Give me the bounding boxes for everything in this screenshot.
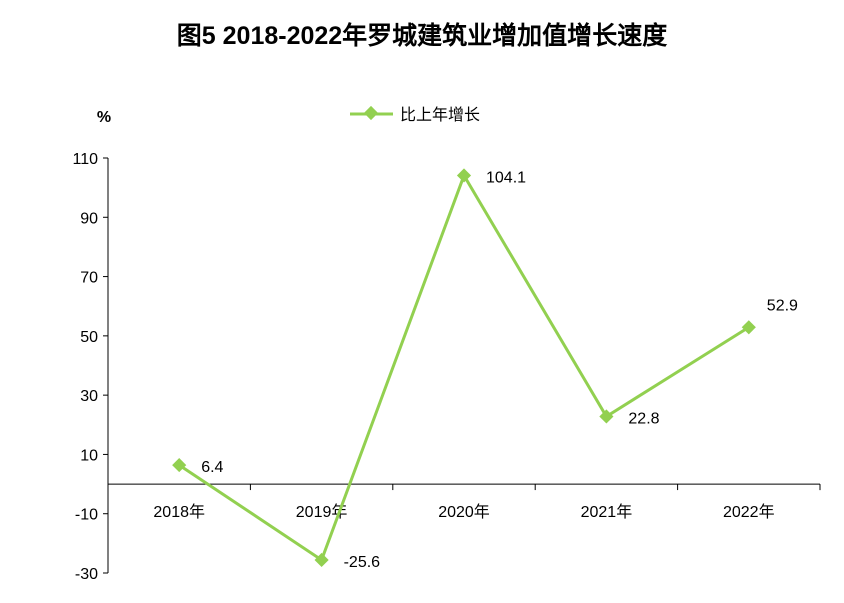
data-label: 22.8 <box>628 410 659 427</box>
x-tick-label: 2018年 <box>153 503 205 521</box>
legend: 比上年增长 <box>350 105 480 124</box>
data-label: 52.9 <box>767 297 798 314</box>
data-label: 104.1 <box>486 169 526 186</box>
y-tick-label: -10 <box>75 507 98 524</box>
chart-title: 图5 2018-2022年罗城建筑业增加值增长速度 <box>177 21 667 50</box>
legend-label: 比上年增长 <box>400 106 480 124</box>
data-point <box>172 458 187 473</box>
y-tick-label: 30 <box>80 388 98 405</box>
legend-marker <box>363 105 379 121</box>
y-axis-label: % <box>97 109 111 126</box>
x-tick-label: 2022年 <box>723 503 775 521</box>
data-point <box>741 320 756 335</box>
series-line <box>178 172 750 563</box>
data-point <box>456 168 472 183</box>
data-point <box>314 552 329 568</box>
x-tick-label: 2019年 <box>296 503 348 521</box>
data-label: 6.4 <box>201 459 223 476</box>
x-tick-label: 2020年 <box>438 503 490 521</box>
y-tick-label: 70 <box>80 270 98 287</box>
x-tick-label: 2021年 <box>581 503 633 521</box>
y-tick-label: 50 <box>80 329 98 346</box>
y-tick-label: 90 <box>80 210 98 227</box>
data-point <box>599 409 614 424</box>
y-tick-label: 110 <box>72 151 98 168</box>
y-tick-label: -30 <box>75 566 98 583</box>
y-tick-label: 10 <box>80 447 98 464</box>
data-label: -25.6 <box>344 554 381 571</box>
